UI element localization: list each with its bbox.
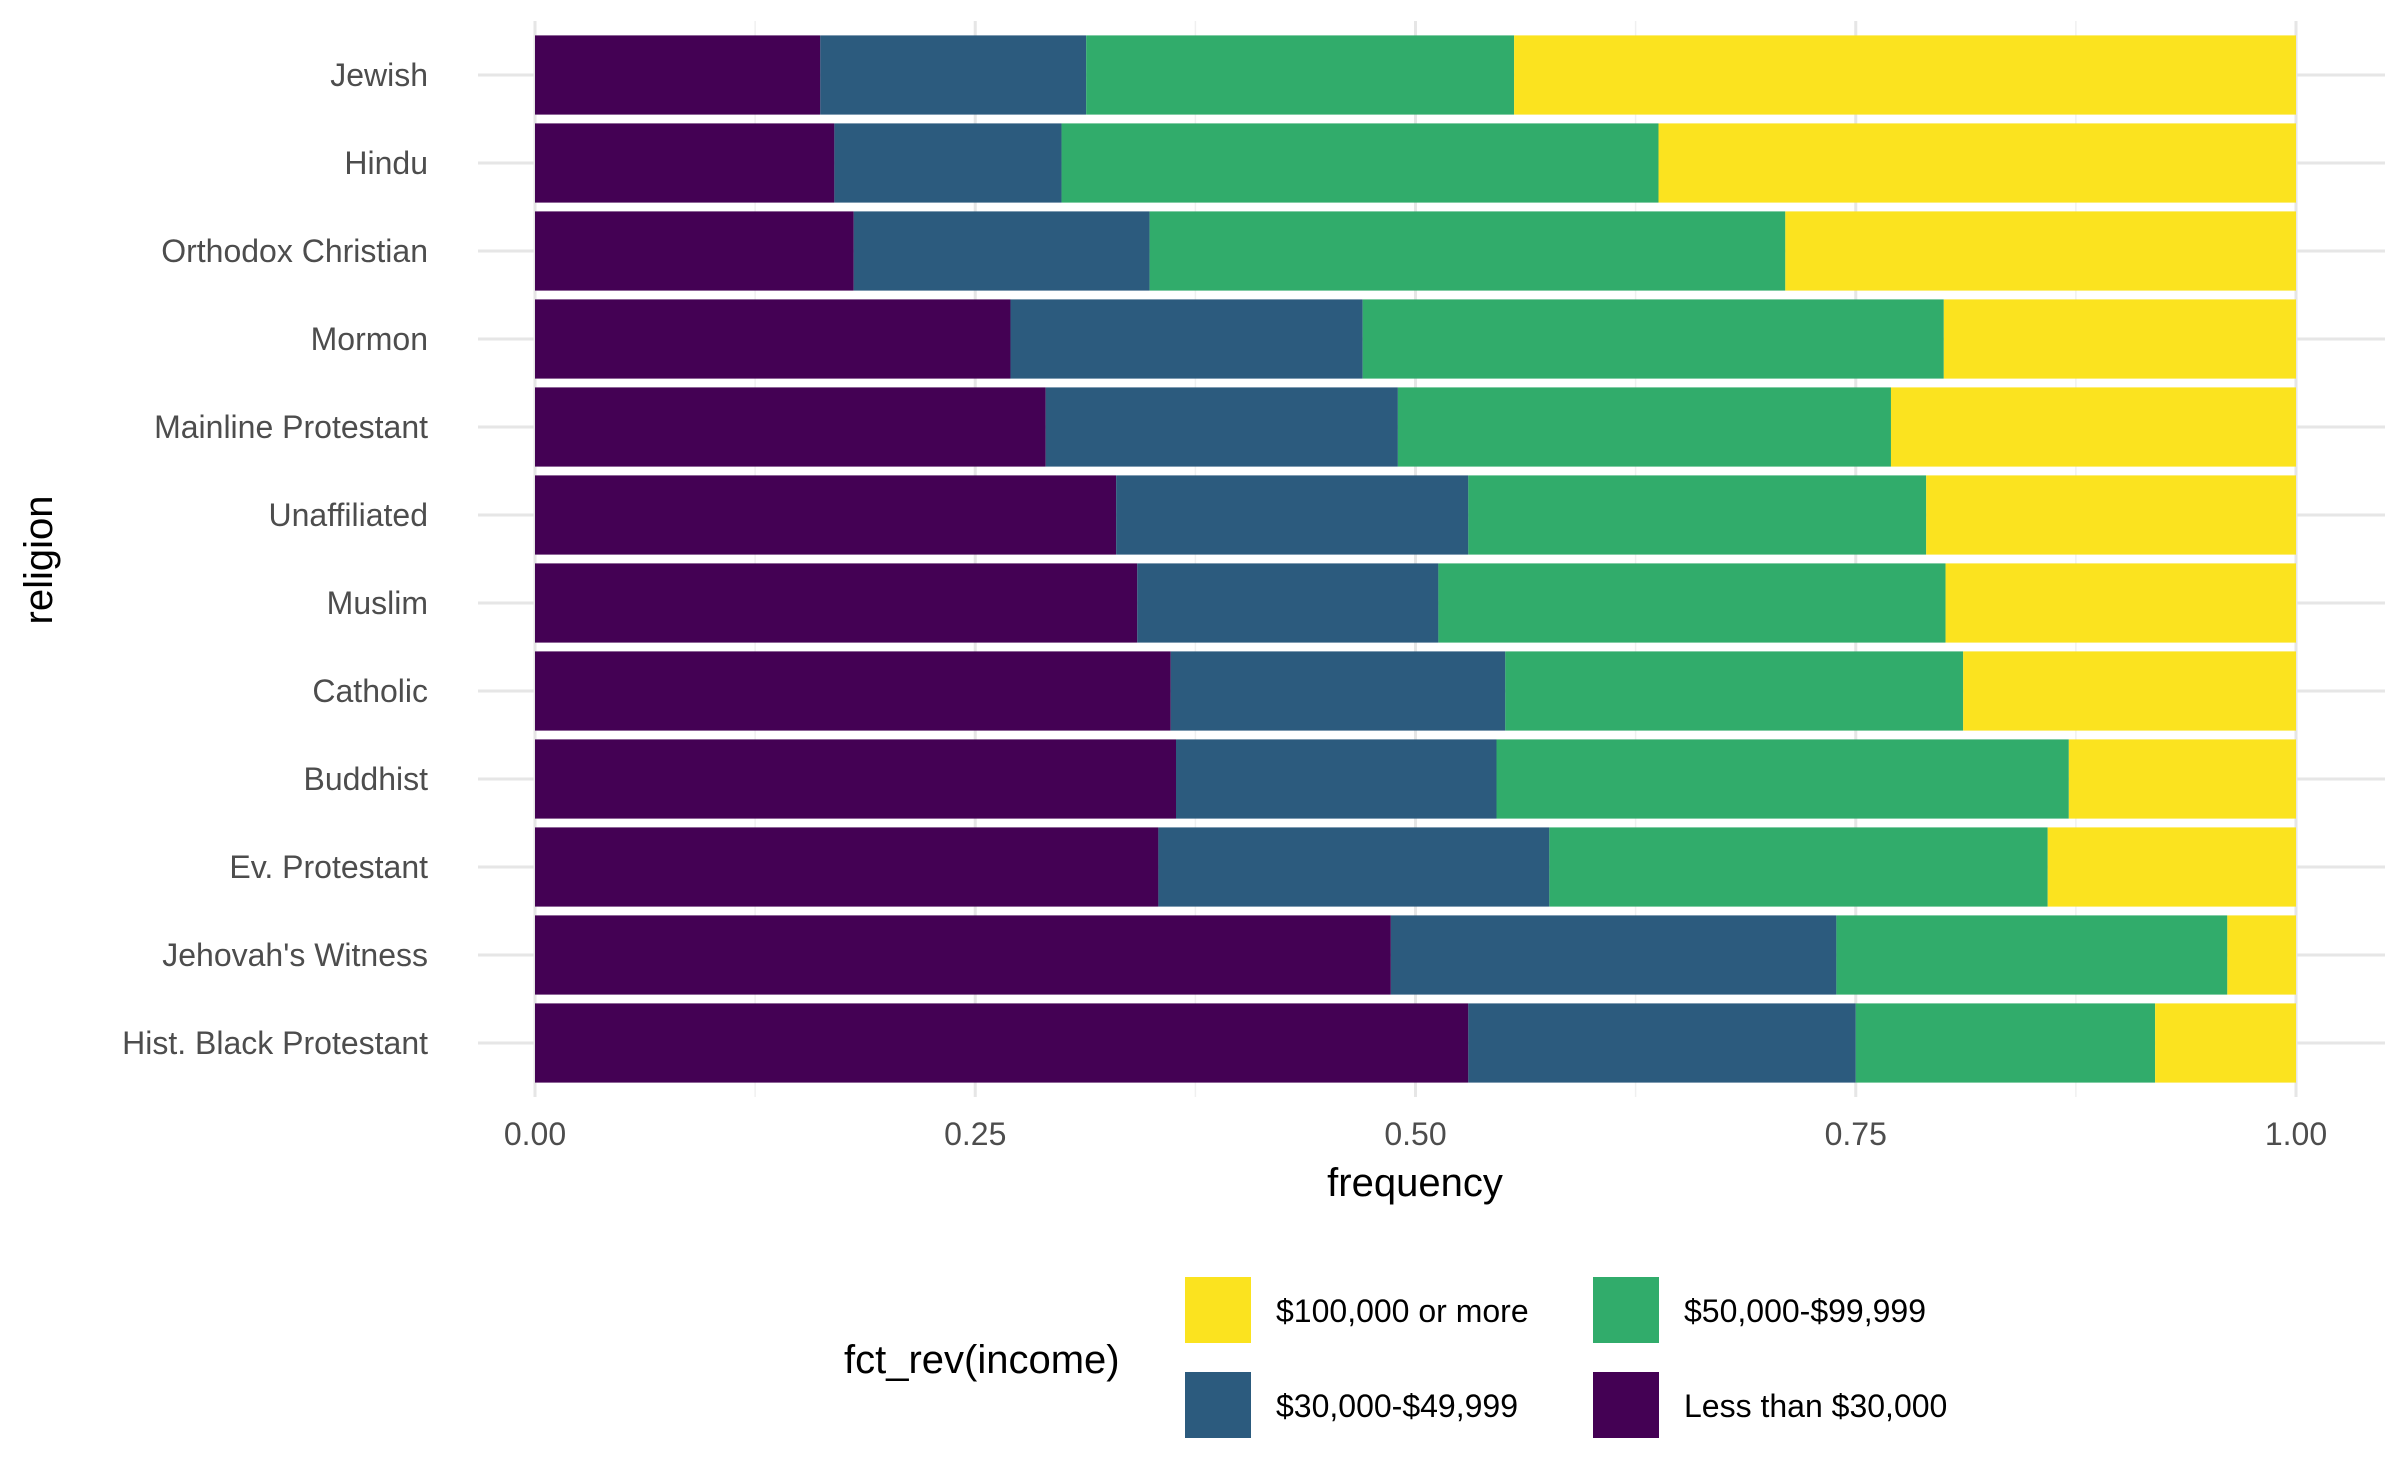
bar-segment xyxy=(535,123,835,203)
bar-segment xyxy=(853,211,1150,291)
x-tick-label: 0.50 xyxy=(1384,1116,1446,1152)
y-tick-label: Jehovah's Witness xyxy=(162,937,428,973)
bar-segment xyxy=(1397,387,1891,467)
bar-segment xyxy=(1855,1003,2156,1083)
legend-label: $100,000 or more xyxy=(1276,1293,1529,1329)
x-tick-label: 0.75 xyxy=(1825,1116,1887,1152)
y-tick-label: Catholic xyxy=(312,673,428,709)
bar-segment xyxy=(820,35,1087,115)
x-tick-label: 0.00 xyxy=(504,1116,566,1152)
bar-segment xyxy=(1963,651,2296,731)
y-tick-label: Jewish xyxy=(330,57,428,93)
bar-segment xyxy=(535,211,854,291)
legend: fct_rev(income) $100,000 or more $50,000-… xyxy=(844,1277,1947,1438)
bar-segment xyxy=(535,1003,1469,1083)
x-axis-title: frequency xyxy=(1327,1161,1503,1205)
bar-segment xyxy=(1010,299,1363,379)
y-tick-label: Orthodox Christian xyxy=(161,233,428,269)
bar-segment xyxy=(1116,475,1469,555)
bar-segment xyxy=(2047,827,2296,907)
legend-swatch xyxy=(1185,1277,1251,1343)
bar-segment xyxy=(1514,35,2296,115)
y-tick-label: Hist. Black Protestant xyxy=(122,1025,428,1061)
y-tick-label: Mormon xyxy=(311,321,428,357)
x-tick-label: 1.00 xyxy=(2265,1116,2327,1152)
legend-label: $50,000-$99,999 xyxy=(1684,1293,1926,1329)
y-tick-labels: Jewish Hindu Orthodox Christian Mormon Mainl… xyxy=(122,57,428,1061)
bar-segment xyxy=(535,651,1171,731)
bar-segment xyxy=(1549,827,2048,907)
bar-segment xyxy=(1158,827,1550,907)
x-tick-label: 0.25 xyxy=(944,1116,1006,1152)
bar-segment xyxy=(1149,211,1786,291)
bar-segment xyxy=(535,35,821,115)
bar-segment xyxy=(1890,387,2296,467)
bar-segment xyxy=(535,739,1177,819)
bar-segment xyxy=(1785,211,2296,291)
bar-segment xyxy=(1176,739,1497,819)
legend-title: fct_rev(income) xyxy=(844,1338,1120,1382)
bar-segment xyxy=(1086,35,1515,115)
bar-segment xyxy=(1926,475,2296,555)
y-tick-label: Hindu xyxy=(344,145,428,181)
bar-segment xyxy=(1390,915,1837,995)
y-axis-title: religion xyxy=(17,496,61,625)
legend-swatch xyxy=(1593,1277,1659,1343)
bar-segment xyxy=(2068,739,2296,819)
bar-segment xyxy=(535,299,1011,379)
legend-label: Less than $30,000 xyxy=(1684,1388,1947,1424)
y-tick-label: Buddhist xyxy=(303,761,428,797)
x-tick-labels: 0.00 0.25 0.50 0.75 1.00 xyxy=(504,1116,2327,1152)
bars xyxy=(535,35,2296,1083)
bar-segment xyxy=(535,387,1046,467)
bar-segment xyxy=(535,827,1159,907)
y-tick-label: Mainline Protestant xyxy=(154,409,428,445)
bar-segment xyxy=(1137,563,1439,643)
legend-swatch xyxy=(1185,1372,1251,1438)
bar-segment xyxy=(1505,651,1964,731)
bar-segment xyxy=(1945,563,2296,643)
bar-segment xyxy=(2155,1003,2296,1083)
bar-segment xyxy=(1468,1003,1856,1083)
bar-segment xyxy=(1496,739,2069,819)
legend-swatch xyxy=(1593,1372,1659,1438)
y-tick-label: Unaffiliated xyxy=(268,497,428,533)
bar-segment xyxy=(535,915,1391,995)
bar-segment xyxy=(1061,123,1659,203)
bar-segment xyxy=(1658,123,2296,203)
y-tick-label: Muslim xyxy=(327,585,428,621)
y-tick-label: Ev. Protestant xyxy=(229,849,428,885)
bar-segment xyxy=(1438,563,1946,643)
bar-segment xyxy=(1045,387,1398,467)
bar-segment xyxy=(1468,475,1927,555)
bar-segment xyxy=(535,475,1117,555)
legend-label: $30,000-$49,999 xyxy=(1276,1388,1518,1424)
bar-segment xyxy=(834,123,1062,203)
bar-segment xyxy=(1836,915,2228,995)
bar-segment xyxy=(1943,299,2296,379)
bar-segment xyxy=(2227,915,2296,995)
bar-segment xyxy=(535,563,1138,643)
bar-segment xyxy=(1362,299,1944,379)
bar-segment xyxy=(1170,651,1506,731)
